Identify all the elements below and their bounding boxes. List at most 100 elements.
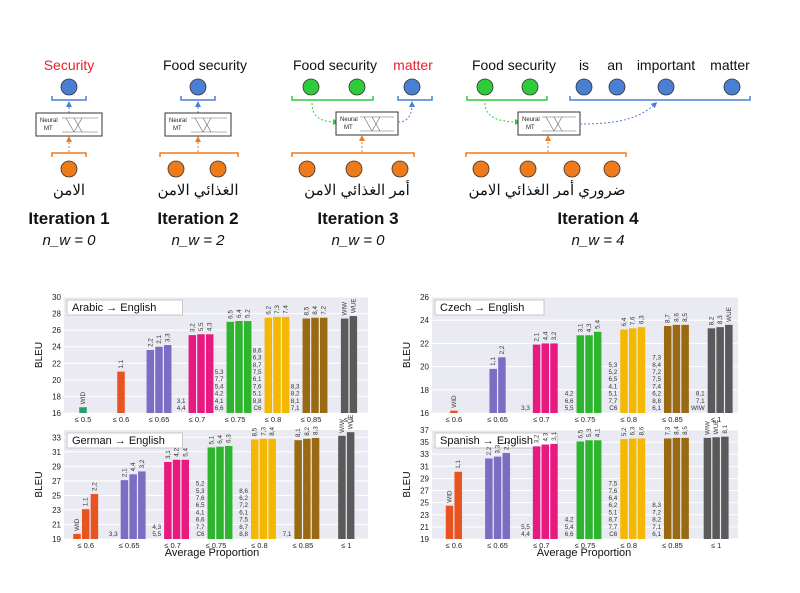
bar-label: 2,1: [503, 441, 510, 450]
chart-2: 16 18 20 22 24 26 BLEU Czech → English WID ≤ 0.6 1…: [402, 293, 738, 424]
x-tick-label: ≤ 0.85: [292, 541, 313, 550]
neural-mt-box: Neural MT: [164, 112, 232, 137]
config-label: 7,6: [196, 495, 205, 502]
config-label: 7,1: [652, 524, 661, 531]
bar: [273, 316, 281, 413]
bar-label: 4,4: [542, 331, 549, 340]
x-tick-label: ≤ 0.7: [533, 415, 550, 424]
bar-label: 2,2: [486, 446, 493, 455]
config-label: 6,6: [565, 531, 574, 538]
config-label: 7,6: [608, 488, 617, 495]
source-token: [60, 160, 78, 178]
target-token: [60, 78, 78, 96]
bar: [637, 327, 646, 413]
config-label: 8,8: [652, 398, 661, 405]
bar-label: WUE: [726, 307, 733, 322]
y-tick-label: 31: [420, 462, 429, 471]
source-token: [209, 160, 227, 178]
x-tick-label: ≤ 0.7: [533, 541, 550, 550]
bar: [129, 474, 137, 539]
y-tick-label: 25: [420, 499, 429, 508]
chart-title-box: [434, 432, 558, 449]
prefix-bracket: [466, 96, 548, 101]
bar-label: 7,6: [630, 316, 637, 325]
bar-label: 8,3: [717, 315, 724, 324]
source-token: [472, 160, 490, 178]
iteration-title-3: Iteration 3: [317, 209, 398, 228]
bar-label: 4,3: [542, 432, 549, 441]
bar: [707, 328, 716, 413]
bar-label: 3,1: [577, 323, 584, 332]
bleu-charts: 16 18 20 22 24 26 28 30 BLEU Arabic → English WID ≤…: [34, 293, 738, 559]
bar-label: 4,2: [174, 448, 181, 457]
bar: [164, 461, 172, 539]
bar-label: 8,2: [304, 426, 311, 435]
bar-label: 3,1: [551, 432, 558, 441]
bar-label: WIW: [339, 419, 346, 433]
bar: [346, 432, 355, 539]
y-tick-label: 30: [52, 293, 61, 302]
y-tick-label: 27: [420, 487, 429, 496]
chart-title: Spanish → English: [440, 435, 533, 447]
nw-value-2: n_w = 2: [172, 232, 226, 249]
bar-label: 5,5: [198, 322, 205, 331]
bar: [181, 459, 190, 539]
bar-label: 2,2: [499, 345, 506, 354]
y-axis-label: BLEU: [402, 471, 413, 497]
config-label: 8,7: [239, 524, 248, 531]
y-tick-label: 25: [52, 491, 61, 500]
config-label: 3,3: [109, 531, 118, 538]
bar: [550, 343, 558, 413]
config-label: 5,4: [565, 524, 574, 531]
bar: [349, 316, 358, 413]
decoder-arrow: [397, 101, 415, 123]
source-bracket: [291, 152, 415, 157]
x-tick-label: ≤ 0.7: [189, 415, 206, 424]
x-tick-label: ≤ 0.75: [575, 541, 596, 550]
bar: [628, 328, 637, 413]
bar: [311, 437, 320, 539]
bar: [489, 368, 497, 413]
neural-mt-box: Neural MT: [517, 111, 581, 136]
config-label: 6,5: [196, 502, 205, 509]
x-tick-label: ≤ 0.8: [620, 541, 637, 550]
bar-label: WUE: [713, 420, 720, 435]
english-output-3b: matter: [393, 57, 433, 73]
config-label: 3,1: [177, 398, 186, 405]
y-tick-label: 24: [420, 316, 429, 325]
bar: [138, 471, 146, 539]
y-tick-label: 26: [52, 326, 61, 335]
bar: [703, 437, 712, 539]
source-token: [603, 160, 621, 178]
bar: [672, 324, 681, 413]
y-tick-label: 18: [420, 386, 429, 395]
y-tick-label: 21: [420, 523, 429, 532]
bar: [585, 335, 593, 413]
config-label: 7,6: [253, 383, 262, 390]
bar-label: 6,3: [226, 434, 233, 443]
config-label: 8,2: [652, 517, 661, 524]
bar: [450, 410, 458, 413]
bar: [311, 317, 319, 413]
bar: [721, 436, 729, 539]
prefix-arrow: [484, 102, 521, 125]
config-label: 7,1: [291, 405, 300, 412]
y-tick-label: 26: [420, 293, 429, 302]
target-bracket: [180, 96, 216, 101]
english-output-4b: is: [579, 57, 589, 73]
svg-text:MT: MT: [344, 125, 353, 131]
config-label: 5,5: [521, 524, 530, 531]
config-label: 7,7: [196, 524, 205, 531]
bar-label: 3,1: [165, 450, 172, 459]
source-bracket: [51, 152, 87, 157]
config-label: 6,4: [608, 495, 617, 502]
bar-label: 8,4: [269, 426, 276, 435]
arabic-source-3: أمر الغذائي الامن: [304, 180, 410, 199]
config-label: C6: [253, 405, 262, 412]
target-token: [575, 78, 593, 96]
config-label: 4,1: [196, 509, 205, 516]
config-label: 6,6: [196, 517, 205, 524]
target-token: [189, 78, 207, 96]
y-tick-label: 27: [52, 477, 61, 486]
config-label: 7,5: [239, 517, 248, 524]
